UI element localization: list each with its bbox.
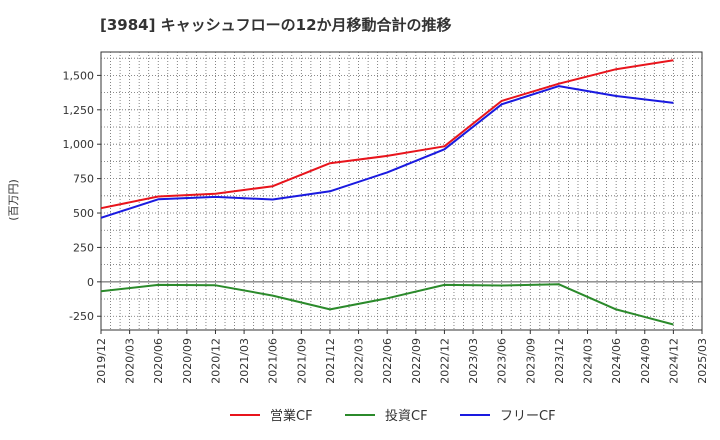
x-tick-label: 2022/03 [353,338,366,384]
y-axis-label: (百万円) [7,179,20,221]
x-tick-label: 2022/09 [410,338,423,384]
x-tick-label: 2025/03 [696,338,709,384]
legend-label: フリーCF [500,409,556,424]
x-tick-label: 2024/12 [667,338,680,384]
x-tick-label: 2023/06 [496,338,509,384]
x-tick-label: 2021/06 [267,338,280,384]
x-axis: 2019/12 2020/03 2020/06 2020/09 2020/12 2021/… [95,330,709,384]
x-tick-label: 2021/12 [324,338,337,384]
y-tick-label: 1,500 [63,69,95,82]
x-tick-label: 2021/09 [295,338,308,384]
chart-title: [3984] キャッシュフローの12か月移動合計の推移 [100,16,452,34]
legend-label: 投資CF [385,408,428,424]
x-tick-label: 2022/06 [381,338,394,384]
x-tick-label: 2023/12 [553,338,566,384]
x-tick-label: 2023/09 [524,338,537,384]
plot-frame [100,51,703,331]
series-lines [100,59,674,326]
x-tick-label: 2021/03 [238,338,251,384]
y-axis: -250 0 250 500 750 1,000 1,250 1,500 [63,69,101,323]
x-tick-label: 2020/12 [209,338,222,384]
gridlines [101,52,702,330]
plot-area [100,51,703,331]
y-tick-label: -250 [69,310,94,323]
legend-label: 営業CF [270,408,313,424]
series-line-投資CF [100,283,674,326]
series-line-営業CF [100,59,674,210]
x-tick-label: 2020/09 [181,338,194,384]
y-tick-label: 750 [73,173,94,186]
x-tick-label: 2024/06 [610,338,623,384]
y-tick-label: 0 [87,276,94,289]
x-tick-label: 2020/06 [152,338,165,384]
x-tick-label: 2022/12 [438,338,451,384]
x-tick-label: 2023/03 [467,338,480,384]
x-tick-label: 2024/03 [582,338,595,384]
legend: 営業CF 投資CF フリーCF [230,408,556,424]
y-tick-label: 500 [73,207,94,220]
series-line-フリーCF [100,85,674,219]
x-tick-label: 2020/03 [124,338,137,384]
y-tick-label: 1,250 [63,104,95,117]
y-tick-label: 1,000 [63,138,95,151]
x-tick-label: 2019/12 [95,338,108,384]
y-tick-label: 250 [73,241,94,254]
x-tick-label: 2024/09 [639,338,652,384]
